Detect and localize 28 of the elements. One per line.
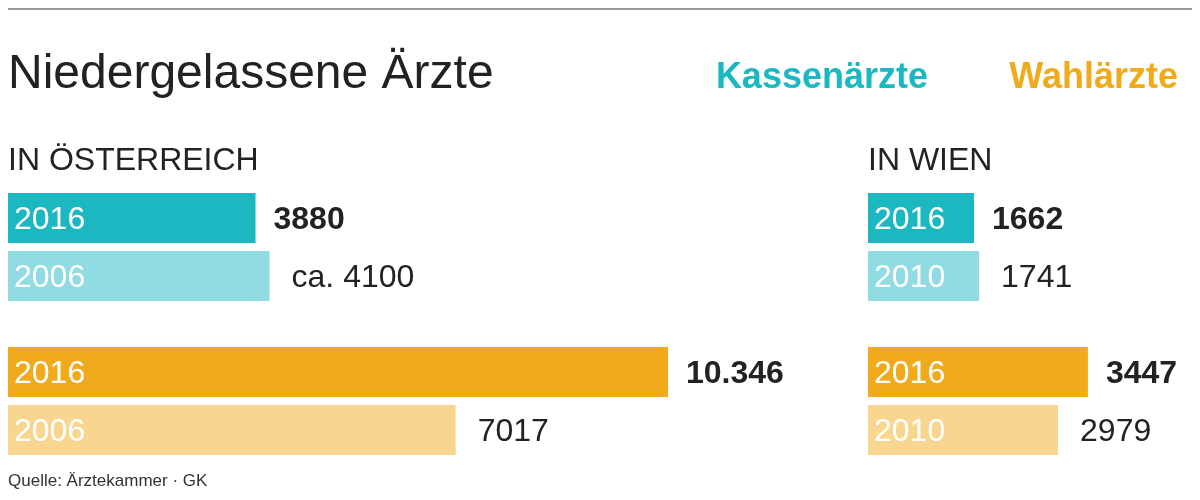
bar [8,193,256,243]
chart-subtitle: IN ÖSTERREICH [8,141,259,177]
source-note: Quelle: Ärztekammer · GK [8,471,208,490]
y-tick-label: 2016 [14,200,86,236]
bar [868,405,1059,455]
data-label: 3447 [1105,354,1178,390]
data-label: ca. 4100 [291,258,415,294]
y-tick-label: 2016 [874,354,946,390]
data-label: 3880 [273,200,345,236]
data-label: 7017 [477,412,549,448]
y-tick-label: 2016 [14,354,86,390]
y-tick-label: 2010 [874,412,946,448]
data-label: 1741 [1001,258,1073,294]
bar [8,405,456,455]
y-tick-label: 2006 [14,258,86,294]
chart-subtitle: IN WIEN [868,141,993,177]
data-label: 10.346 [686,354,784,390]
data-label: 2979 [1080,412,1152,448]
y-tick-label: 2006 [14,412,86,448]
y-tick-label: 2016 [874,200,946,236]
text: Wahlärzte [1009,55,1178,96]
bar [8,251,270,301]
data-label: 1662 [992,200,1064,236]
bar [868,347,1088,397]
text: Kassenärzte [715,55,928,96]
chart-title: Niedergelassene Ärzte [8,45,494,98]
y-tick-label: 2010 [874,258,946,294]
bar [8,347,668,397]
